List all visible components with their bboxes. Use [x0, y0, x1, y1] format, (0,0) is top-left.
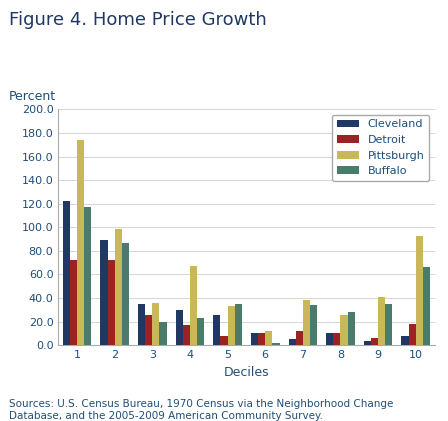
Bar — [348, 312, 355, 345]
Bar — [251, 333, 258, 345]
Bar — [326, 333, 333, 345]
Bar — [138, 304, 145, 345]
Bar — [371, 338, 378, 345]
Legend: Cleveland, Detroit, Pittsburgh, Buffalo: Cleveland, Detroit, Pittsburgh, Buffalo — [332, 115, 429, 181]
Bar — [296, 331, 303, 345]
Bar — [265, 331, 272, 345]
Text: Sources: U.S. Census Bureau, 1970 Census via the Neighborhood Change
Database, a: Sources: U.S. Census Bureau, 1970 Census… — [9, 400, 393, 421]
Bar — [152, 303, 159, 345]
Bar — [423, 267, 430, 345]
Bar — [100, 240, 108, 345]
Bar — [115, 229, 122, 345]
Bar — [176, 310, 183, 345]
Bar — [340, 314, 348, 345]
Bar — [401, 336, 409, 345]
Text: Figure 4. Home Price Growth: Figure 4. Home Price Growth — [9, 11, 267, 29]
Bar — [220, 336, 228, 345]
Bar — [84, 207, 91, 345]
Bar — [70, 260, 77, 345]
Bar — [63, 201, 70, 345]
Text: Percent: Percent — [9, 90, 56, 103]
Bar — [228, 306, 235, 345]
Bar — [197, 318, 204, 345]
Bar — [235, 304, 242, 345]
Bar — [409, 324, 416, 345]
Bar — [272, 343, 280, 345]
Bar — [159, 322, 167, 345]
Bar — [190, 266, 197, 345]
X-axis label: Deciles: Deciles — [224, 365, 269, 378]
Bar — [258, 333, 265, 345]
Bar — [289, 339, 296, 345]
Bar — [310, 305, 317, 345]
Bar — [364, 341, 371, 345]
Bar — [77, 140, 84, 345]
Bar — [122, 242, 129, 345]
Bar — [108, 260, 115, 345]
Bar — [385, 304, 392, 345]
Bar — [378, 297, 385, 345]
Bar — [213, 314, 220, 345]
Bar — [303, 301, 310, 345]
Bar — [333, 333, 340, 345]
Bar — [183, 325, 190, 345]
Bar — [145, 314, 152, 345]
Bar — [416, 236, 423, 345]
